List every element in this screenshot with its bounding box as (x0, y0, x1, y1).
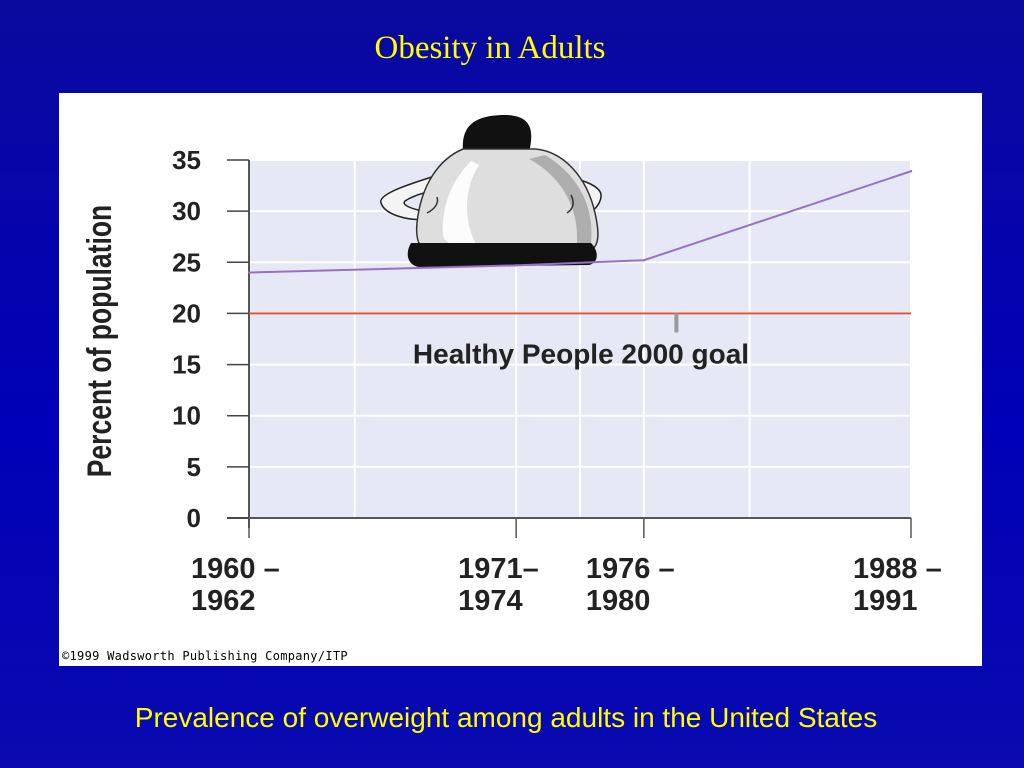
slide-title: Obesity in Adults (374, 30, 606, 66)
overweight-person-illustration (380, 115, 602, 267)
data-point (247, 271, 251, 274)
xtick-label: 1960 –1962 (191, 553, 280, 617)
data-point (514, 264, 518, 267)
ytick-label: 30 (172, 196, 201, 226)
xtick-label-line2: 1991 (853, 585, 918, 617)
xtick-label-line2: 1962 (191, 585, 256, 617)
ytick-label: 20 (172, 298, 201, 328)
xtick-label-line1: 1988 – (853, 553, 942, 585)
data-point (909, 170, 913, 173)
xtick-label-line1: 1971– (458, 553, 539, 585)
xtick-label: 1988 –1991 (853, 553, 942, 617)
xtick-label-line2: 1974 (458, 585, 523, 617)
ytick-label: 35 (172, 145, 201, 175)
ytick-label: 5 (187, 452, 201, 482)
y-axis-title: Percent of population (81, 205, 119, 478)
obesity-line-chart: Percent of population 0 5 10 15 20 25 30 35 196… (81, 115, 942, 617)
xtick-label-line1: 1960 – (191, 553, 280, 585)
xtick-label-line2: 1980 (586, 585, 651, 617)
goal-label-pointer (674, 313, 679, 333)
goal-label: Healthy People 2000 goal (413, 338, 749, 369)
slide-caption: Prevalence of overweight among adults in… (134, 702, 878, 733)
ytick-label: 10 (172, 401, 201, 431)
data-point (642, 259, 646, 262)
ytick-label: 15 (172, 350, 201, 380)
series-line (248, 170, 912, 274)
xtick-label: 1976 –1980 (586, 553, 675, 617)
xtick-label-line1: 1976 – (586, 553, 675, 585)
figure-panel: Percent of population 0 5 10 15 20 25 30 35 196… (59, 93, 982, 666)
ytick-label: 25 (172, 247, 201, 277)
ytick-label: 0 (187, 503, 201, 533)
copyright-notice: ©1999 Wadsworth Publishing Company/ITP (62, 649, 348, 663)
xtick-label: 1971–1974 (458, 553, 539, 617)
